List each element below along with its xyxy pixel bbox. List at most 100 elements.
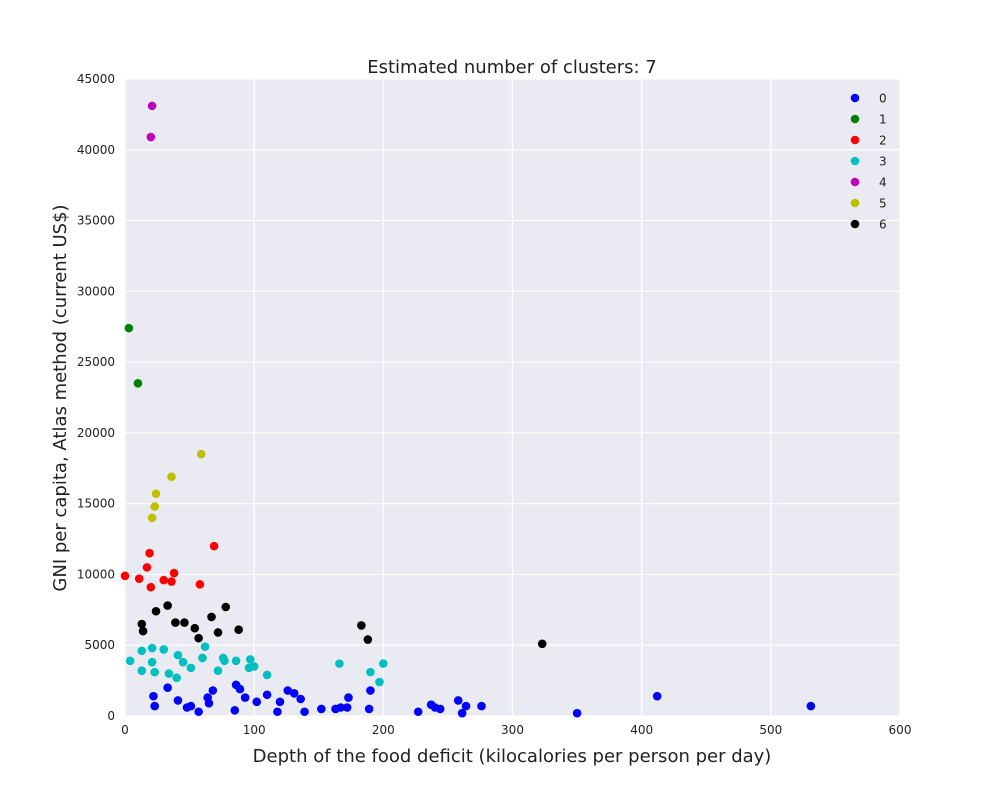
data-point xyxy=(364,704,374,714)
data-point xyxy=(289,689,299,698)
y-axis-label: GNI per capita, Atlas method (current US… xyxy=(50,204,71,591)
legend-label: 5 xyxy=(879,197,887,211)
data-point xyxy=(296,694,305,704)
legend-marker xyxy=(850,198,860,208)
legend-marker xyxy=(850,156,860,166)
data-point xyxy=(572,708,582,718)
data-point xyxy=(173,650,183,660)
data-point xyxy=(457,708,467,718)
data-point xyxy=(300,707,309,717)
data-point xyxy=(146,132,156,142)
data-point xyxy=(283,686,293,695)
grid-lines xyxy=(124,78,901,717)
data-point xyxy=(317,704,326,714)
data-point xyxy=(151,489,161,499)
legend-label: 4 xyxy=(879,176,887,190)
data-point xyxy=(207,612,216,622)
data-point xyxy=(195,580,205,589)
legend-label: 1 xyxy=(879,113,887,127)
data-point xyxy=(806,701,816,711)
x-tick-label: 100 xyxy=(243,723,266,737)
data-point xyxy=(537,639,547,649)
data-point xyxy=(379,659,388,668)
y-tick-label: 25000 xyxy=(77,355,115,369)
data-point xyxy=(366,686,375,695)
data-point xyxy=(151,606,161,616)
x-tick-label: 200 xyxy=(372,723,395,737)
y-tick-label: 10000 xyxy=(77,567,115,581)
data-point xyxy=(275,697,285,707)
data-point xyxy=(652,691,662,701)
data-point xyxy=(147,643,157,653)
x-axis-label: Depth of the food deficit (kilocalories … xyxy=(253,746,772,767)
data-point xyxy=(208,686,218,695)
data-point xyxy=(231,656,241,666)
data-point xyxy=(477,701,486,711)
legend: 0 1 2 3 4 5 6 xyxy=(850,92,887,232)
legend-marker xyxy=(850,135,860,145)
data-point xyxy=(461,701,471,711)
data-point xyxy=(163,683,172,692)
legend-marker xyxy=(850,114,860,124)
legend-label: 6 xyxy=(879,218,887,232)
data-point xyxy=(245,655,255,664)
y-tick-label: 0 xyxy=(107,709,115,723)
data-point xyxy=(209,541,219,551)
data-point xyxy=(138,626,148,636)
data-point xyxy=(213,628,223,637)
data-point xyxy=(198,653,207,663)
data-point xyxy=(453,696,463,705)
data-point xyxy=(413,707,423,717)
x-tick-label: 500 xyxy=(759,723,782,737)
data-point xyxy=(221,602,231,612)
data-point xyxy=(149,691,158,701)
data-point xyxy=(190,623,200,633)
chart-title: Estimated number of clusters: 7 xyxy=(367,57,657,78)
data-point xyxy=(169,568,179,578)
data-point xyxy=(134,574,144,583)
x-tick-label: 0 xyxy=(121,723,129,737)
y-tick-label: 20000 xyxy=(77,426,115,440)
data-point xyxy=(194,633,203,643)
data-point xyxy=(173,696,183,705)
y-tick-labels: 0 5000 10000 15000 20000 25000 30000 35000 40000… xyxy=(77,72,115,723)
data-point xyxy=(196,449,206,459)
data-point xyxy=(150,667,160,677)
data-point xyxy=(124,323,134,333)
data-point xyxy=(180,618,189,627)
y-tick-label: 5000 xyxy=(84,638,115,652)
data-point xyxy=(186,701,196,711)
data-point xyxy=(142,563,152,572)
legend-marker xyxy=(850,219,860,229)
data-point xyxy=(252,697,262,707)
legend-label: 2 xyxy=(879,134,887,148)
x-tick-label: 400 xyxy=(630,723,653,737)
data-point xyxy=(194,707,203,717)
data-point xyxy=(262,690,272,700)
series-1 xyxy=(124,323,143,388)
y-tick-label: 40000 xyxy=(77,143,115,157)
series-6 xyxy=(137,601,547,649)
data-points xyxy=(120,101,816,718)
series-5 xyxy=(147,449,206,523)
y-tick-label: 45000 xyxy=(77,72,115,86)
data-point xyxy=(335,659,344,668)
data-point xyxy=(125,656,135,666)
data-point xyxy=(204,698,214,708)
x-tick-label: 600 xyxy=(889,723,912,737)
data-point xyxy=(357,621,366,630)
x-tick-label: 300 xyxy=(501,723,524,737)
data-point xyxy=(159,575,169,585)
data-point xyxy=(150,701,160,711)
data-point xyxy=(137,666,147,676)
series-4 xyxy=(146,101,157,142)
data-point xyxy=(172,673,181,683)
data-point xyxy=(235,684,245,694)
legend-marker xyxy=(850,93,860,103)
data-point xyxy=(150,502,160,511)
series-2 xyxy=(120,541,219,592)
data-point xyxy=(230,706,240,715)
data-point xyxy=(344,693,353,702)
series-0 xyxy=(149,680,816,718)
